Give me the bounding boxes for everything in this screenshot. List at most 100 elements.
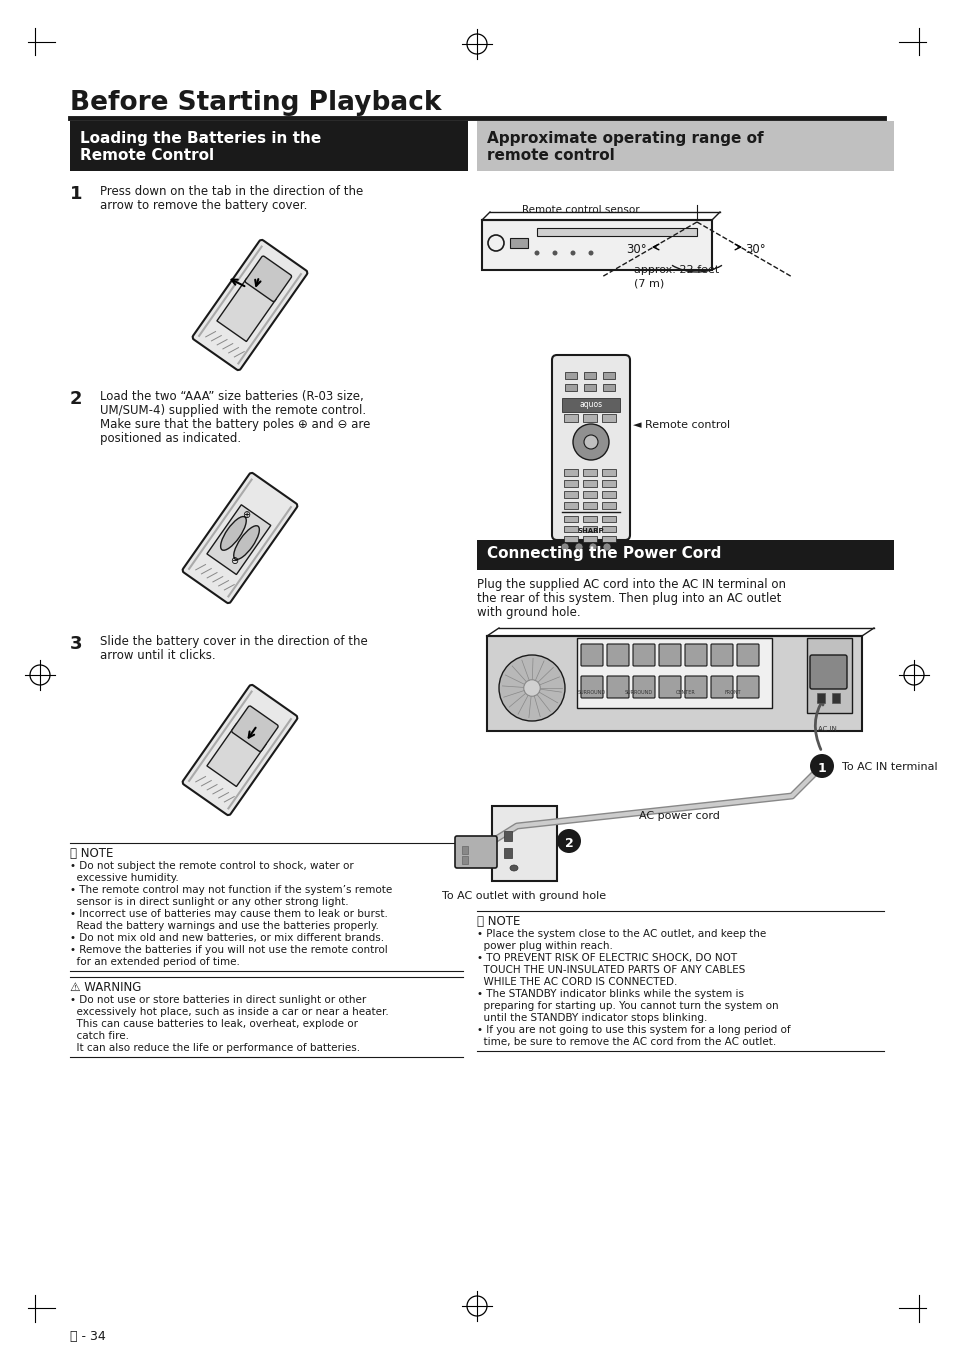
Circle shape — [534, 251, 539, 255]
Text: • Remove the batteries if you will not use the remote control: • Remove the batteries if you will not u… — [70, 945, 387, 954]
Bar — [582, 491, 597, 498]
Line: 2 pts: 2 pts — [223, 344, 233, 348]
Line: 2 pts: 2 pts — [212, 336, 221, 342]
Circle shape — [575, 543, 582, 551]
Text: It can also reduce the life or performance of batteries.: It can also reduce the life or performan… — [70, 1044, 359, 1053]
Text: approx. 22 feet: approx. 22 feet — [634, 265, 719, 275]
Bar — [582, 468, 597, 477]
Text: Approximate operating range of: Approximate operating range of — [486, 131, 762, 146]
Text: Loading the Batteries in the: Loading the Batteries in the — [80, 131, 321, 146]
Text: FRONT: FRONT — [724, 690, 740, 695]
Bar — [806, 639, 851, 713]
Text: SURROUND: SURROUND — [578, 690, 605, 695]
Text: excessively hot place, such as inside a car or near a heater.: excessively hot place, such as inside a … — [70, 1007, 388, 1017]
Bar — [816, 693, 824, 703]
Bar — [563, 491, 578, 498]
Text: preparing for starting up. You cannot turn the system on: preparing for starting up. You cannot tu… — [476, 1000, 778, 1011]
Text: SURROUND: SURROUND — [624, 690, 653, 695]
Bar — [537, 228, 697, 236]
Bar — [563, 516, 578, 522]
Bar — [476, 540, 893, 570]
Text: • Do not mix old and new batteries, or mix different brands.: • Do not mix old and new batteries, or m… — [70, 933, 384, 944]
Bar — [563, 481, 578, 487]
FancyBboxPatch shape — [737, 676, 759, 698]
Text: 30°: 30° — [744, 243, 765, 256]
Bar — [601, 468, 616, 477]
Bar — [207, 505, 271, 575]
Line: 2 pts: 2 pts — [229, 347, 238, 352]
Text: UM/SUM-4) supplied with the remote control.: UM/SUM-4) supplied with the remote contr… — [100, 404, 366, 417]
Text: AC IN: AC IN — [817, 726, 836, 732]
Circle shape — [552, 251, 557, 255]
Bar — [486, 636, 862, 730]
FancyBboxPatch shape — [633, 676, 655, 698]
Text: 2: 2 — [70, 390, 82, 408]
Text: the rear of this system. Then plug into an AC outlet: the rear of this system. Then plug into … — [476, 593, 781, 605]
Text: • Incorrect use of batteries may cause them to leak or burst.: • Incorrect use of batteries may cause t… — [70, 909, 388, 919]
FancyBboxPatch shape — [737, 644, 759, 666]
Bar — [601, 491, 616, 498]
Bar — [564, 383, 577, 392]
Circle shape — [560, 543, 568, 551]
Line: 2 pts: 2 pts — [217, 340, 227, 344]
Bar — [583, 373, 596, 379]
Ellipse shape — [510, 865, 517, 871]
Line: 2 pts: 2 pts — [218, 580, 229, 586]
Text: TOUCH THE UN-INSULATED PARTS OF ANY CABLES: TOUCH THE UN-INSULATED PARTS OF ANY CABL… — [476, 965, 744, 975]
Text: WHILE THE AC CORD IS CONNECTED.: WHILE THE AC CORD IS CONNECTED. — [476, 977, 677, 987]
Circle shape — [523, 680, 539, 697]
Line: 2 pts: 2 pts — [224, 796, 234, 802]
Text: This can cause batteries to leak, overheat, explode or: This can cause batteries to leak, overhe… — [70, 1019, 357, 1029]
FancyBboxPatch shape — [193, 240, 307, 370]
Bar — [70, 122, 468, 171]
Point — [18, 1288, 30, 1304]
Bar — [602, 383, 615, 392]
Text: time, be sure to remove the AC cord from the AC outlet.: time, be sure to remove the AC cord from… — [476, 1037, 776, 1048]
Text: Slide the battery cover in the direction of the: Slide the battery cover in the direction… — [100, 634, 367, 648]
Text: sensor is in direct sunlight or any other strong light.: sensor is in direct sunlight or any othe… — [70, 896, 348, 907]
Text: Plug the supplied AC cord into the AC IN terminal on: Plug the supplied AC cord into the AC IN… — [476, 578, 785, 591]
Point — [18, 1288, 30, 1304]
FancyBboxPatch shape — [659, 676, 680, 698]
Text: 2: 2 — [564, 837, 573, 850]
Bar — [503, 848, 512, 859]
Text: AC power cord: AC power cord — [639, 811, 720, 821]
Bar — [510, 238, 527, 248]
Line: 2 pts: 2 pts — [195, 776, 205, 782]
Bar — [582, 481, 597, 487]
Text: until the STANDBY indicator stops blinking.: until the STANDBY indicator stops blinki… — [476, 1012, 706, 1023]
Bar — [216, 278, 276, 342]
Bar — [461, 846, 468, 855]
Line: 2 pts: 2 pts — [234, 351, 244, 356]
Text: ⌹ NOTE: ⌹ NOTE — [476, 915, 519, 927]
Line: 2 pts: 2 pts — [224, 585, 234, 590]
FancyBboxPatch shape — [182, 684, 297, 815]
Text: power plug within reach.: power plug within reach. — [476, 941, 612, 950]
Line: 2 pts: 2 pts — [207, 572, 216, 578]
Line: 2 pts: 2 pts — [189, 479, 252, 568]
Text: • The remote control may not function if the system’s remote: • The remote control may not function if… — [70, 886, 392, 895]
Text: Read the battery warnings and use the batteries properly.: Read the battery warnings and use the ba… — [70, 921, 378, 931]
Bar — [563, 526, 578, 532]
FancyBboxPatch shape — [710, 676, 732, 698]
Line: 2 pts: 2 pts — [207, 784, 216, 790]
Bar — [601, 536, 616, 541]
Text: • If you are not going to use this system for a long period of: • If you are not going to use this syste… — [476, 1025, 790, 1035]
Ellipse shape — [220, 517, 246, 551]
Bar — [602, 373, 615, 379]
FancyBboxPatch shape — [606, 676, 628, 698]
Text: ⓔ - 34: ⓔ - 34 — [70, 1330, 106, 1343]
Text: • The STANDBY indicator blinks while the system is: • The STANDBY indicator blinks while the… — [476, 990, 743, 999]
Text: To AC IN terminal: To AC IN terminal — [841, 761, 937, 772]
Ellipse shape — [233, 525, 259, 559]
Line: 2 pts: 2 pts — [201, 568, 211, 574]
FancyBboxPatch shape — [182, 472, 297, 603]
Bar — [601, 414, 616, 423]
Bar — [563, 502, 578, 509]
FancyBboxPatch shape — [633, 644, 655, 666]
Text: Press down on the tab in the direction of the: Press down on the tab in the direction o… — [100, 185, 363, 198]
Line: 2 pts: 2 pts — [218, 792, 229, 798]
Bar — [582, 536, 597, 541]
Circle shape — [570, 251, 575, 255]
Text: catch fire.: catch fire. — [70, 1031, 129, 1041]
